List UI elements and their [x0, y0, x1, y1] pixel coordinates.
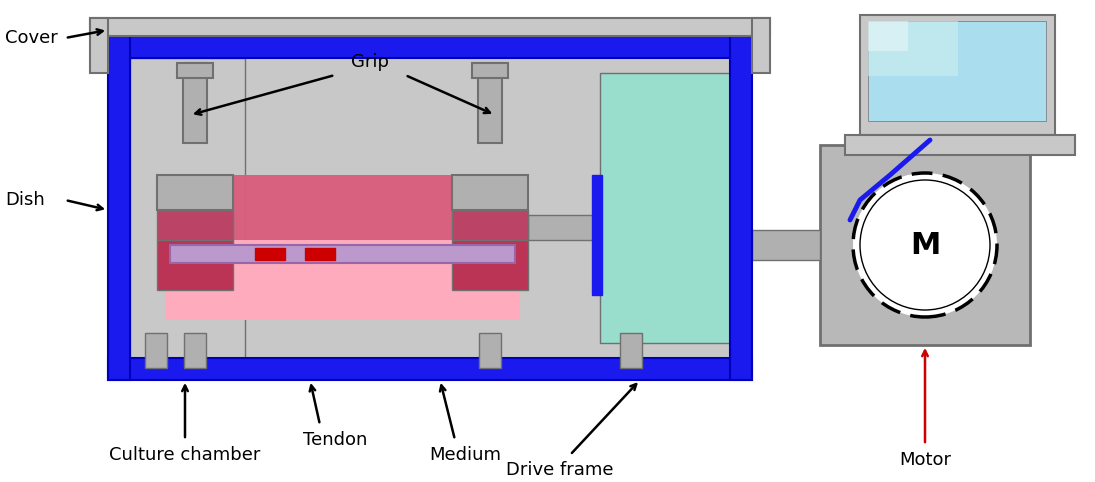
Bar [90, 18, 770, 36]
Bar [184, 333, 206, 368]
Bar [868, 21, 958, 76]
Bar [868, 21, 908, 51]
Bar [752, 18, 770, 73]
Bar [528, 215, 600, 240]
Bar [177, 63, 214, 78]
Bar [752, 230, 820, 260]
Bar [600, 73, 730, 343]
Bar [472, 63, 508, 78]
Bar [860, 15, 1054, 135]
Text: M: M [910, 230, 941, 259]
Bar [479, 63, 502, 143]
Bar [157, 210, 233, 240]
Bar [130, 58, 245, 358]
Bar [145, 333, 168, 368]
Text: Culture chamber: Culture chamber [110, 446, 261, 464]
Bar [845, 135, 1075, 155]
Circle shape [853, 173, 998, 317]
Bar [157, 175, 233, 210]
Bar [592, 175, 602, 295]
Text: Dish: Dish [5, 191, 45, 209]
Bar [452, 240, 528, 290]
Bar [165, 175, 520, 240]
Bar [452, 175, 528, 210]
Text: Medium: Medium [429, 446, 502, 464]
Bar [157, 240, 233, 290]
Bar [730, 36, 752, 380]
Text: Motor: Motor [899, 451, 950, 469]
Text: Cover: Cover [5, 29, 58, 47]
Text: Drive frame: Drive frame [506, 461, 614, 479]
Bar [452, 210, 528, 240]
Bar [130, 58, 730, 358]
Bar [165, 175, 520, 320]
Bar [479, 333, 502, 368]
Bar [183, 63, 207, 143]
Bar [170, 245, 515, 263]
Bar [255, 248, 285, 260]
Bar [165, 240, 520, 320]
Bar [108, 36, 752, 58]
Bar [90, 18, 108, 73]
Bar [820, 145, 1030, 345]
Text: Grip: Grip [351, 53, 389, 71]
Bar [868, 21, 1046, 121]
Text: Tendon: Tendon [303, 431, 367, 449]
Bar [620, 333, 642, 368]
Bar [108, 36, 130, 380]
Circle shape [860, 180, 990, 310]
Bar [306, 248, 335, 260]
Bar [108, 358, 752, 380]
